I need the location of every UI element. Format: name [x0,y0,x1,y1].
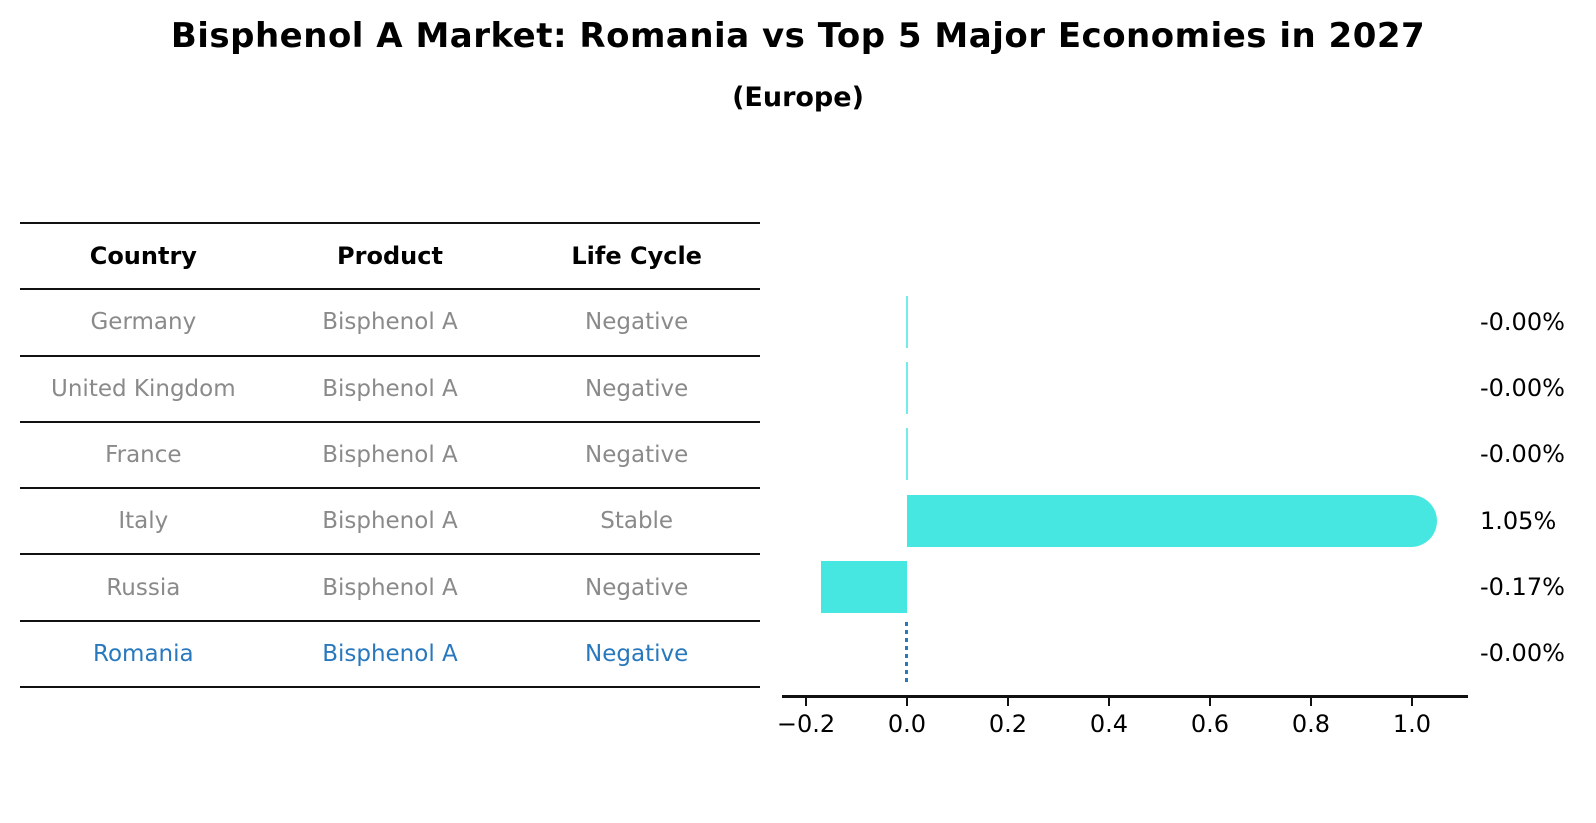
highlight-dashed-line [905,622,909,684]
lifecycle-cell: Stable [600,508,674,535]
column-header-lifecycle: Life Cycle [571,242,702,271]
table-row: Russia Bisphenol A Negative [20,555,760,622]
x-tick-label: −0.2 [776,710,836,738]
table-row: Italy Bisphenol A Stable [20,489,760,556]
lifecycle-cell: Negative [585,309,689,336]
chart-subtitle: (Europe) [732,82,864,113]
product-cell: Bisphenol A [322,375,458,402]
lifecycle-cell: Negative [585,640,689,667]
table-row: United Kingdom Bisphenol A Negative [20,357,760,423]
x-tick-mark [1309,697,1312,706]
bar-positive [906,494,1438,547]
product-cell: Bisphenol A [322,309,458,336]
lifecycle-cell: Negative [585,442,689,469]
bar-value-label: -0.00% [1480,374,1565,403]
bar-zero [905,296,908,348]
country-cell: France [105,442,182,469]
lifecycle-cell: Negative [585,574,689,601]
product-cell: Bisphenol A [322,574,458,601]
bar-value-label: -0.00% [1480,639,1565,667]
x-tick-mark [1208,697,1211,706]
table-header-row: Country Product Life Cycle [20,224,760,291]
bar-value-label: -0.00% [1480,308,1565,336]
country-cell: Romania [93,640,194,667]
bar-value-label: -0.00% [1480,440,1565,469]
bar-zero [905,428,908,481]
country-cell: United Kingdom [51,375,236,402]
x-tick-label: 0.2 [988,710,1028,738]
product-cell: Bisphenol A [322,640,458,667]
table-row: Romania Bisphenol A Negative [20,622,760,689]
x-tick-label: 0.4 [1089,710,1129,738]
country-cell: Italy [118,508,169,535]
table-row: Germany Bisphenol A Negative [20,290,760,357]
column-header-product: Product [337,242,443,271]
x-tick-mark [1410,697,1413,706]
bar-value-label: -0.17% [1480,572,1565,601]
x-tick-mark [804,697,807,706]
x-tick-mark [905,697,908,706]
comparison-table: Country Product Life Cycle Germany Bisph… [20,222,760,689]
x-tick-mark [1006,697,1009,706]
x-tick-label: 1.0 [1392,710,1432,738]
x-tick-label: 0.0 [887,710,927,738]
product-cell: Bisphenol A [322,508,458,535]
bar-chart: −0.2 0.0 0.2 0.4 0.6 0.8 1.0 -0.00% -0.00% -0.00… [777,240,1596,780]
x-tick-mark [1107,697,1110,706]
lifecycle-cell: Negative [585,375,689,402]
chart-title: Bisphenol A Market: Romania vs Top 5 Maj… [170,16,1426,56]
x-axis-line [782,695,1468,698]
x-tick-label: 0.8 [1291,710,1331,738]
bar-negative [821,560,907,613]
x-tick-label: 0.6 [1190,710,1230,738]
country-cell: Russia [106,574,181,601]
bar-zero [905,362,908,415]
column-header-country: Country [89,242,197,271]
bar-value-label: 1.05% [1480,506,1557,535]
product-cell: Bisphenol A [322,442,458,469]
table-row: France Bisphenol A Negative [20,423,760,490]
country-cell: Germany [90,309,197,336]
comparison-table-body: Germany Bisphenol A Negative United King… [20,290,760,689]
